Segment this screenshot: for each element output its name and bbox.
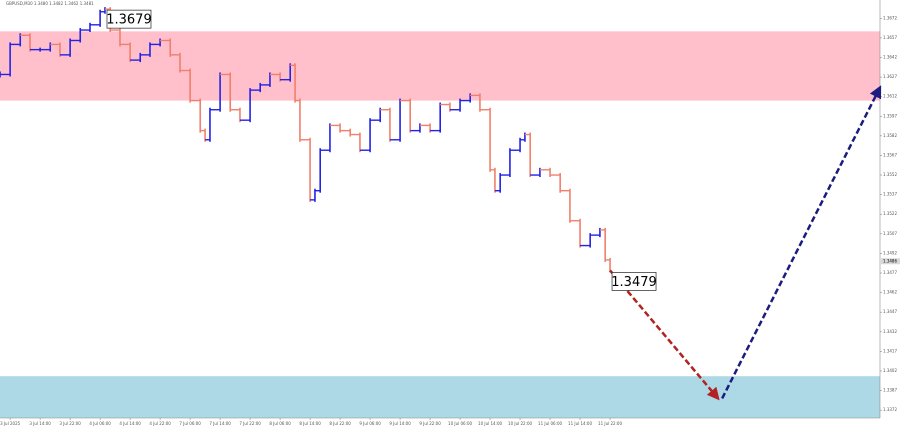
- x-tick-label: 9 Jul 14:00: [389, 421, 411, 426]
- x-tick-label: 10 Jul 14:00: [478, 421, 502, 426]
- x-tick-label: 11 Jul 06:00: [538, 421, 562, 426]
- y-tick-label: 1.3477: [883, 270, 897, 275]
- x-tick-label: 4 Jul 22:00: [149, 421, 171, 426]
- x-tick-label: 11 Jul 14:00: [568, 421, 592, 426]
- x-tick-label: 9 Jul 06:00: [359, 421, 381, 426]
- y-tick-label: 1.3522: [883, 211, 897, 216]
- price-zone: [0, 376, 880, 418]
- y-tick-label: 1.3372: [883, 407, 897, 412]
- y-tick-label: 1.3492: [883, 250, 897, 255]
- x-tick-label: 7 Jul 22:00: [239, 421, 261, 426]
- y-tick-label: 1.3612: [883, 94, 897, 99]
- x-tick-label: 7 Jul 06:00: [179, 421, 201, 426]
- y-tick-label: 1.3387: [883, 388, 897, 393]
- y-tick-label: 1.3432: [883, 329, 897, 334]
- x-tick-label: 10 Jul 22:00: [508, 421, 532, 426]
- forecast-arrow: [721, 85, 882, 399]
- x-tick-label: 9 Jul 22:00: [419, 421, 441, 426]
- y-tick-label: 1.3657: [883, 35, 897, 40]
- x-tick-label: 8 Jul 22:00: [329, 421, 351, 426]
- price-zone: [0, 31, 880, 101]
- annotation-label: 1.3679: [106, 13, 152, 28]
- symbol-header: GBPUSD,M30 1.3480 1.3482 1.3462 1.3481: [6, 1, 94, 6]
- y-tick-label: 1.3627: [883, 74, 897, 79]
- x-tick-label: 4 Jul 06:00: [89, 421, 111, 426]
- annotation-box: [106, 9, 152, 29]
- x-tick-label: 3 Jul 14:00: [29, 421, 51, 426]
- y-tick-label: 1.3672: [883, 15, 897, 20]
- x-tick-label: 4 Jul 14:00: [119, 421, 141, 426]
- x-tick-label: 11 Jul 22:00: [598, 421, 622, 426]
- x-tick-label: 10 Jul 06:00: [448, 421, 472, 426]
- last-price-label: 1.3486: [883, 258, 897, 263]
- y-tick-label: 1.3552: [883, 172, 897, 177]
- y-tick-label: 1.3642: [883, 54, 897, 59]
- y-tick-label: 1.3462: [883, 290, 897, 295]
- y-tick-label: 1.3402: [883, 368, 897, 373]
- x-tick-label: 3 Jul 22:00: [59, 421, 81, 426]
- annotation-label: 1.3479: [611, 275, 657, 290]
- x-tick-label: 8 Jul 14:00: [299, 421, 321, 426]
- x-tick-label: 8 Jul 06:00: [269, 421, 291, 426]
- last-price-tag: [881, 258, 900, 265]
- x-tick-label: 7 Jul 14:00: [209, 421, 231, 426]
- y-tick-label: 1.3567: [883, 152, 897, 157]
- y-tick-label: 1.3582: [883, 133, 897, 138]
- y-tick-label: 1.3597: [883, 113, 897, 118]
- annotation-box: [611, 272, 657, 291]
- y-tick-label: 1.3537: [883, 192, 897, 197]
- y-tick-label: 1.3447: [883, 309, 897, 314]
- forecast-arrow: [609, 269, 720, 401]
- y-tick-label: 1.3507: [883, 231, 897, 236]
- x-tick-label: 3 Jul 2025: [0, 421, 21, 426]
- y-tick-label: 1.3417: [883, 348, 897, 353]
